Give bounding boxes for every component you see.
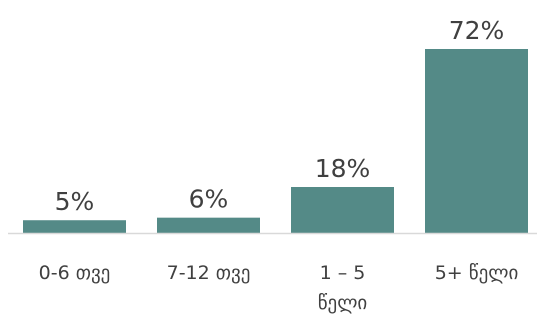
bar-1 — [157, 217, 260, 233]
data-label-3: 72% — [449, 16, 505, 45]
data-label-2: 18% — [315, 154, 371, 183]
category-label-1: 7-12 თვე — [167, 262, 251, 284]
category-label-3: 5+ წელი — [435, 262, 519, 284]
category-label-2-line-0: 1 – 5 — [320, 262, 366, 284]
data-label-0: 5% — [55, 187, 95, 216]
data-label-1: 6% — [189, 185, 229, 214]
category-label-0: 0-6 თვე — [39, 262, 111, 284]
bar-0 — [23, 220, 126, 233]
bar-2 — [291, 187, 394, 233]
category-label-2-line-1: წელი — [318, 292, 368, 314]
bar-3 — [425, 49, 528, 233]
